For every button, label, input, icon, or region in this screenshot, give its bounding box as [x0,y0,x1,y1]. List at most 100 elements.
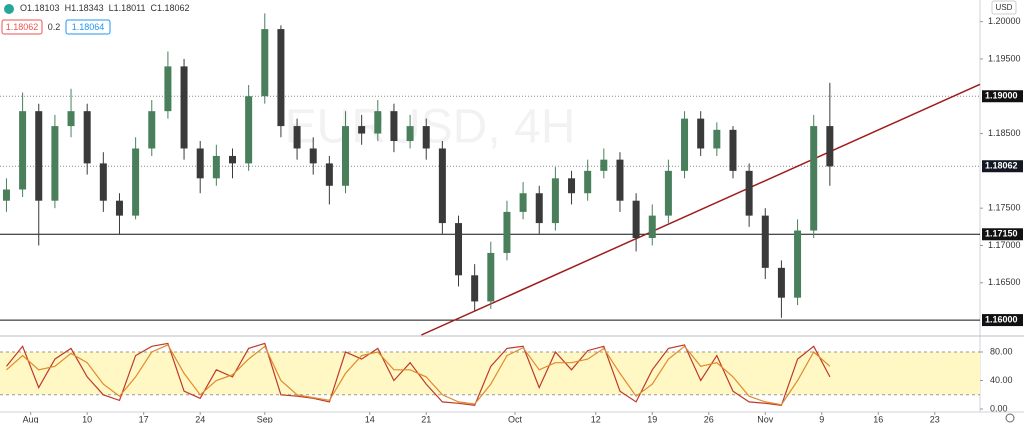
candle-body [148,111,156,149]
ohlc-value: 1.18103 [27,3,60,13]
candle-body [471,275,479,302]
candle-body [422,126,430,149]
price-label: 1.17150 [985,229,1018,239]
y-tick-label: 1.18500 [988,128,1021,138]
x-tick-label: 17 [139,414,149,423]
candle-body [713,129,721,149]
candle-body [600,159,608,171]
candle-body [293,126,301,149]
candle-body [35,111,43,201]
y-tick-label: 1.19500 [988,53,1021,63]
candle-body [342,126,350,186]
osc-tick-label: 0.00 [990,403,1008,413]
candle-body [535,193,543,224]
candle-body [99,163,107,201]
currency: USD [996,3,1013,12]
ohlc-letter: O [20,3,27,13]
candle-body [487,252,495,302]
ohlc-value: 1.18343 [71,3,104,13]
candle-body [794,230,802,298]
candle-body [2,189,10,201]
candle-body [325,163,333,186]
candle-body [245,96,253,164]
currency-button[interactable] [991,0,1017,15]
x-tick-label: 26 [704,414,714,423]
candle-body [681,118,689,171]
y-tick-label: 1.17000 [988,240,1021,250]
candle-body [761,215,769,268]
candle-body [83,111,91,164]
candle-body [664,170,672,216]
x-tick-label: 10 [82,414,92,423]
buy-price: 1.18064 [72,22,105,32]
candle-body [584,170,592,194]
candle-body [697,118,705,149]
ohlc-letter: H [65,3,72,13]
x-tick-label: 23 [930,414,940,423]
status-dot [4,4,14,14]
candle-body [551,178,559,224]
candle-body [438,148,446,224]
price-label-bg [982,314,1023,327]
x-tick-label: 12 [591,414,601,423]
candle-body [196,148,204,179]
buy-button[interactable] [65,19,111,35]
x-tick-label: 14 [365,414,375,423]
x-tick-label: 19 [647,414,657,423]
x-tick-label: 9 [819,414,824,423]
spread: 0.2 [48,22,61,32]
candle-body [164,66,172,112]
candle-body [390,111,398,142]
candle-body [19,111,27,190]
ohlc-letter: C [151,3,158,13]
candle-body [503,211,511,253]
candle-body [616,159,624,201]
x-tick-label: Oct [508,414,523,423]
candle-body [261,29,269,97]
price-label-bg [982,160,1023,173]
watermark: EURUSD, 4H [285,101,576,154]
oscillator-line [6,344,831,406]
candle-body [568,178,576,194]
osc-tick-label: 40.00 [990,375,1013,385]
candle-body [180,66,188,149]
x-tick-label: 21 [421,414,431,423]
trendline [421,83,981,336]
x-tick-label: 16 [873,414,883,423]
x-tick-label: Sep [257,414,273,423]
candle-body [826,126,834,167]
price-label: 1.18062 [985,161,1018,171]
candle-body [406,126,414,142]
candle-body [115,200,123,216]
y-tick-label: 1.20000 [988,16,1021,26]
y-tick-label: 1.16500 [988,277,1021,287]
candle-body [212,155,220,179]
x-tick-label: 24 [195,414,205,423]
ohlc-value: 1.18011 [114,3,146,13]
sell-button[interactable] [1,19,43,35]
price-label-bg [982,90,1023,103]
settings-icon[interactable] [1005,413,1015,423]
candle-body [67,111,75,127]
candle-body [358,126,366,134]
price-label: 1.16000 [985,314,1018,324]
candle-body [810,126,818,231]
candle-body [729,129,737,171]
candle-body [228,155,236,164]
ohlc-value: 1.18062 [157,3,190,13]
x-tick-label: Nov [757,414,774,423]
oscillator-band [0,352,980,395]
price-label: 1.19000 [985,91,1018,101]
candle-body [519,193,527,212]
candle-body [648,215,656,239]
candle-body [455,223,463,276]
candle-body [51,126,59,201]
candle-body [309,148,317,164]
ohlc-header: O1.18103 H1.18343 L1.18011 C1.18062 [20,3,190,13]
ohlc-letter: L [109,3,114,13]
osc-tick-label: 80.00 [990,346,1013,356]
candle-body [777,267,785,298]
sell-price: 1.18062 [6,22,39,32]
y-tick-label: 1.17500 [988,203,1021,213]
